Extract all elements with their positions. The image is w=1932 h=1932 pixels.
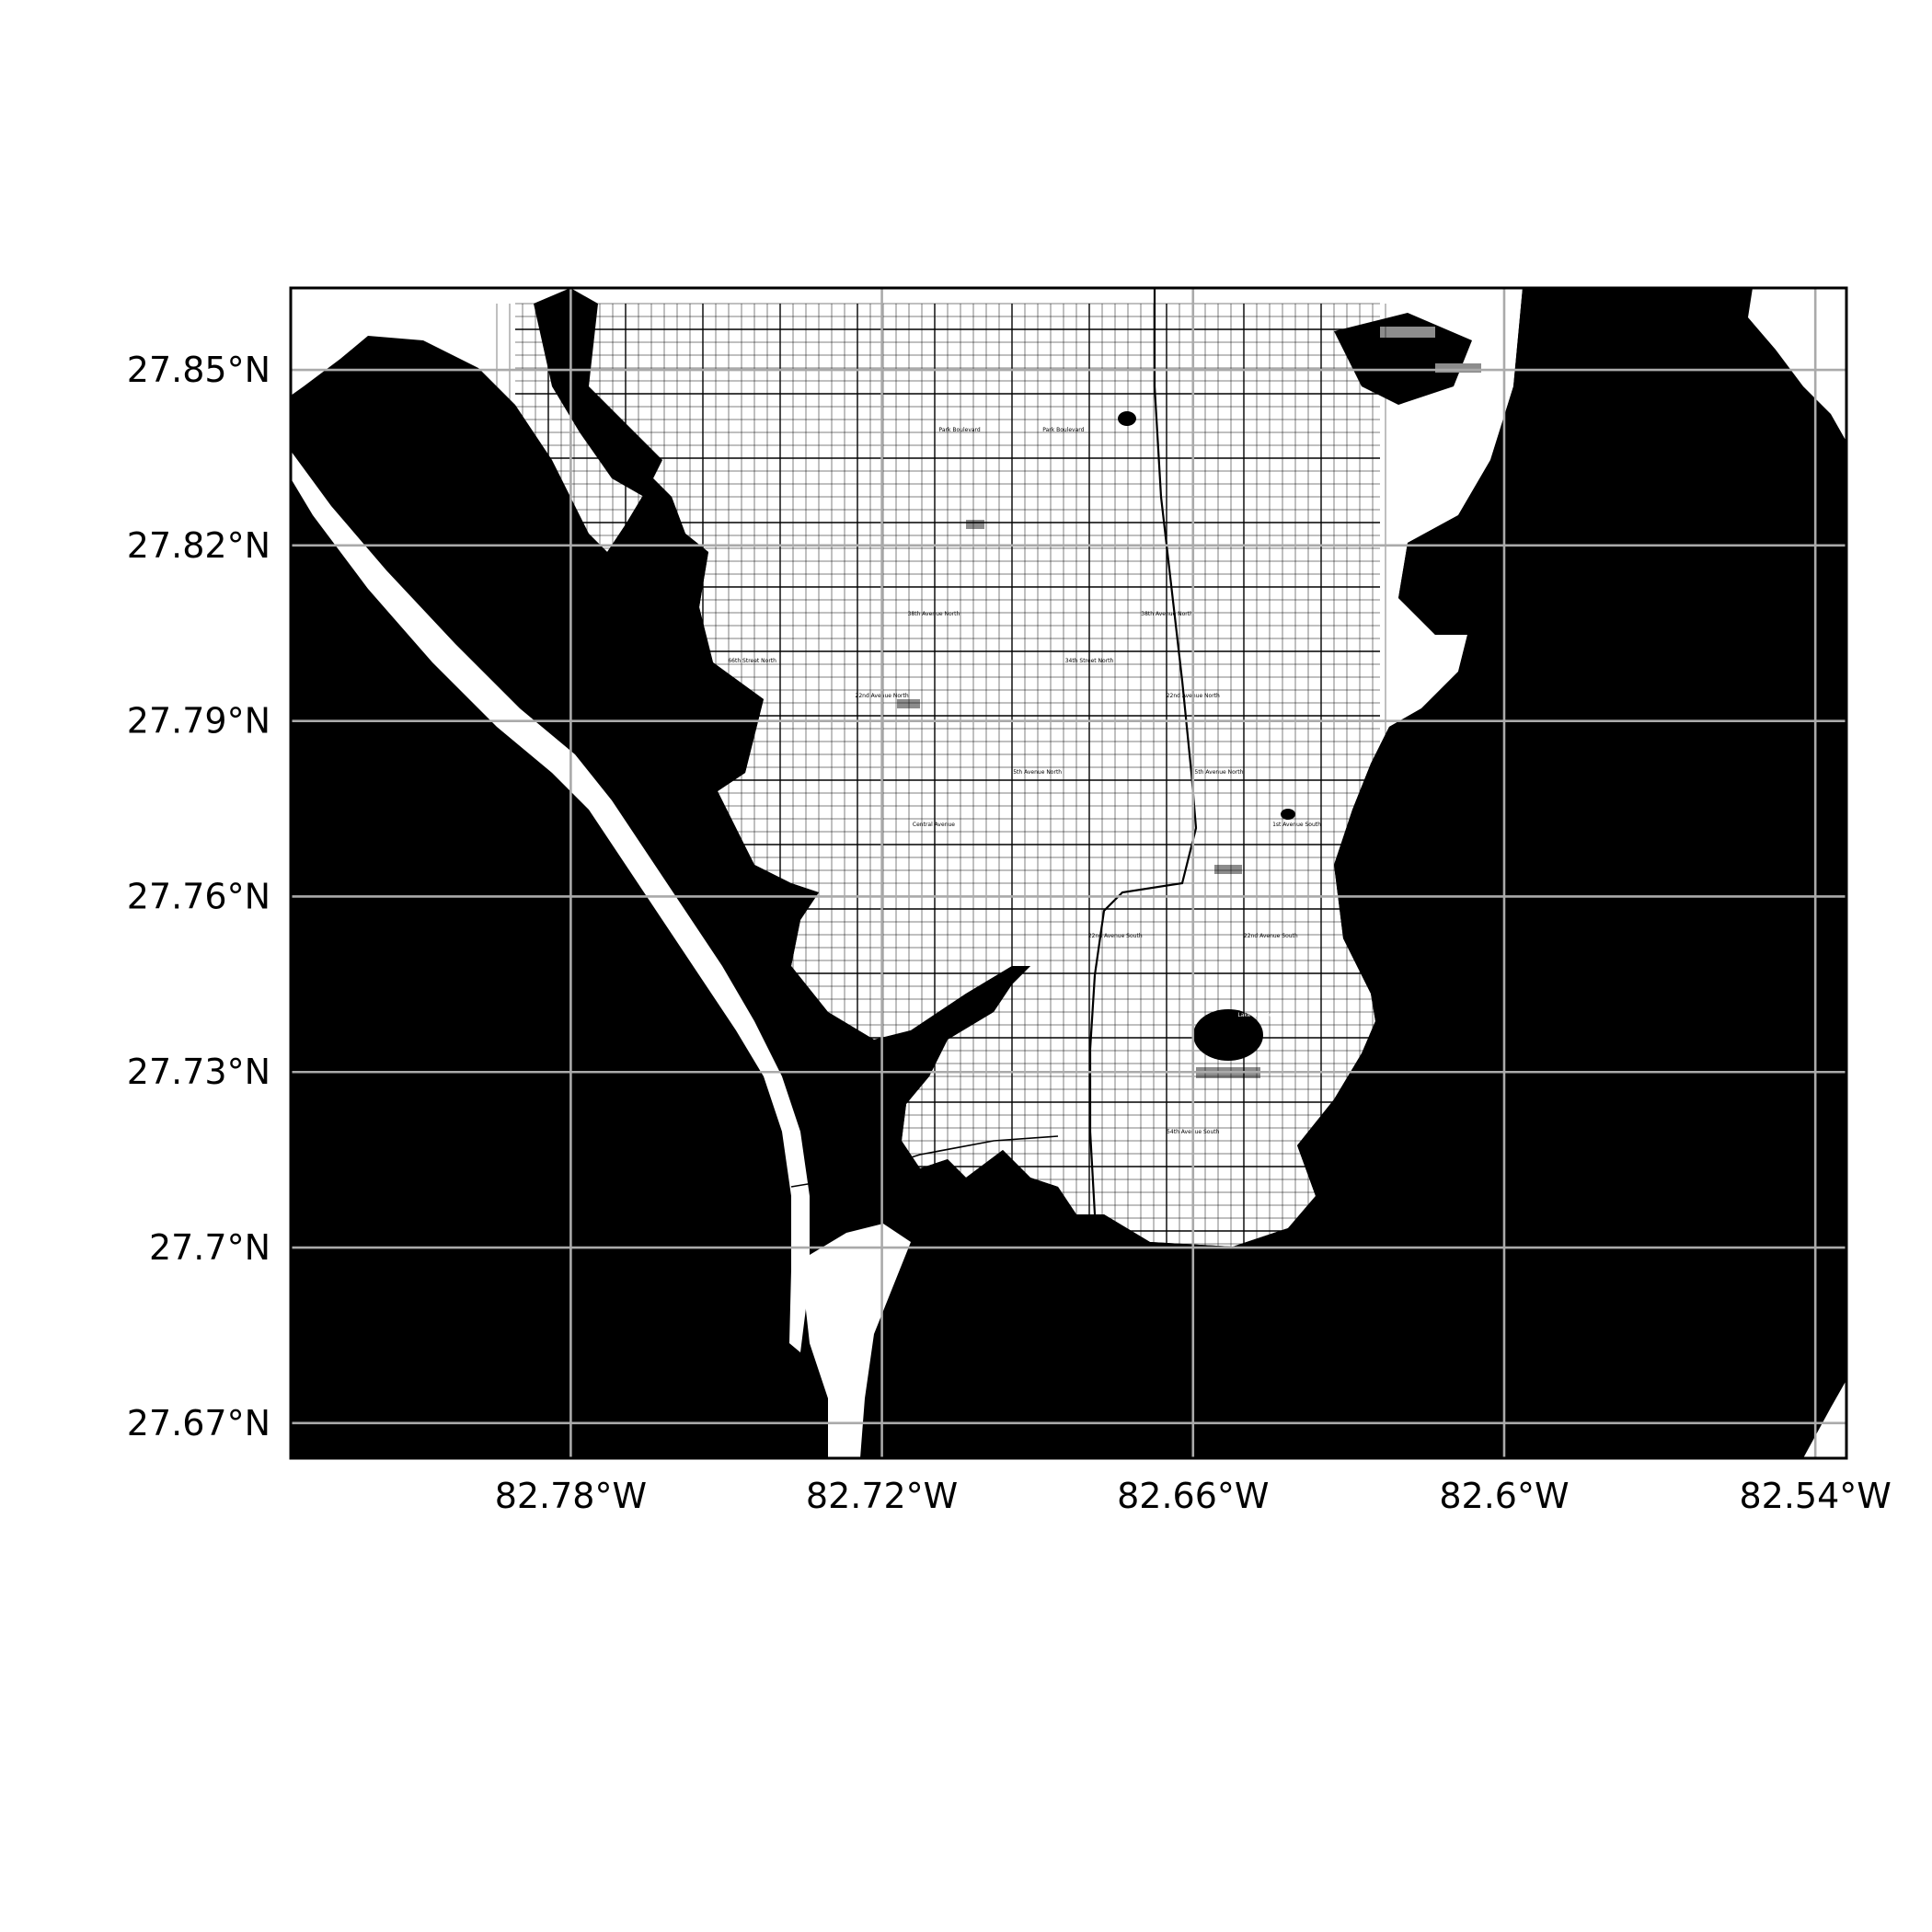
y-tick-label: 27.79°N — [127, 701, 270, 742]
place-labels: Lake Maggiore — [1237, 1012, 1278, 1018]
inland-water — [534, 288, 1472, 1061]
place-label: Lake Maggiore — [1237, 1012, 1278, 1018]
x-tick-label: 82.54°W — [1740, 1476, 1892, 1516]
street-label: 38th Avenue North — [1141, 611, 1193, 617]
street-label: 5th Avenue North — [1195, 769, 1244, 776]
street-label: 38th Avenue North — [908, 611, 960, 617]
boca-ciega-bay-channel — [534, 288, 662, 497]
map-area[interactable]: Park Boulevard Park Boulevard 38th Avenue … — [291, 288, 1846, 1458]
y-tick-label: 27.7°N — [149, 1227, 270, 1268]
x-tick-label: 82.66°W — [1117, 1476, 1269, 1516]
land-overlay — [291, 288, 1846, 1458]
y-tick-label: 27.82°N — [127, 525, 270, 566]
park — [1435, 363, 1481, 373]
park — [897, 699, 920, 708]
land-fragment — [800, 1224, 911, 1458]
x-tick-label: 82.78°W — [495, 1476, 647, 1516]
lake-crescent — [1118, 411, 1136, 426]
street-label: 1st Avenue South — [1272, 822, 1321, 828]
street-label: Gulf Boulevard — [587, 655, 628, 661]
water-region — [291, 288, 1846, 1458]
street-label: Park Boulevard — [939, 427, 981, 433]
pinellas-bayway — [790, 1135, 1059, 1188]
y-tick-label: 27.85°N — [127, 350, 270, 390]
bayou-east — [1334, 313, 1472, 405]
street-label: 66th Street North — [728, 658, 776, 664]
x-tick-label: 82.6°W — [1439, 1476, 1569, 1516]
interstate-275 — [1088, 288, 1198, 1458]
land-fragment — [1803, 1380, 1846, 1458]
graticule — [291, 288, 1846, 1458]
y-tick-label: 27.76°N — [127, 876, 270, 916]
lake-mirror — [1281, 809, 1295, 820]
lake-maggiore — [1193, 1009, 1263, 1061]
x-tick-label: 82.72°W — [806, 1476, 958, 1516]
street-label: 22nd Avenue South — [1244, 933, 1298, 939]
park — [1214, 865, 1242, 874]
street-label: 34th Street North — [1065, 658, 1114, 664]
street-label: 22nd Avenue South — [1088, 933, 1143, 939]
x-axis: 82.78°W 82.72°W 82.66°W 82.6°W 82.54°W — [495, 1476, 1892, 1516]
street-label: Central Avenue — [913, 822, 955, 828]
park — [1380, 327, 1435, 338]
land-fragment — [1748, 288, 1846, 442]
y-tick-label: 27.73°N — [127, 1052, 270, 1092]
y-tick-label: 27.67°N — [127, 1403, 270, 1443]
map-frame — [289, 286, 1848, 1460]
land-fragment — [291, 451, 810, 1352]
park — [966, 520, 984, 529]
street-label: Park Boulevard — [1042, 427, 1084, 433]
street-label: 5th Avenue North — [1013, 769, 1062, 776]
street-labels: Park Boulevard Park Boulevard 38th Avenue … — [587, 427, 1322, 1135]
y-axis: 27.85°N 27.82°N 27.79°N 27.76°N 27.73°N 27.7°… — [127, 350, 270, 1443]
water-mask — [291, 288, 1846, 1458]
